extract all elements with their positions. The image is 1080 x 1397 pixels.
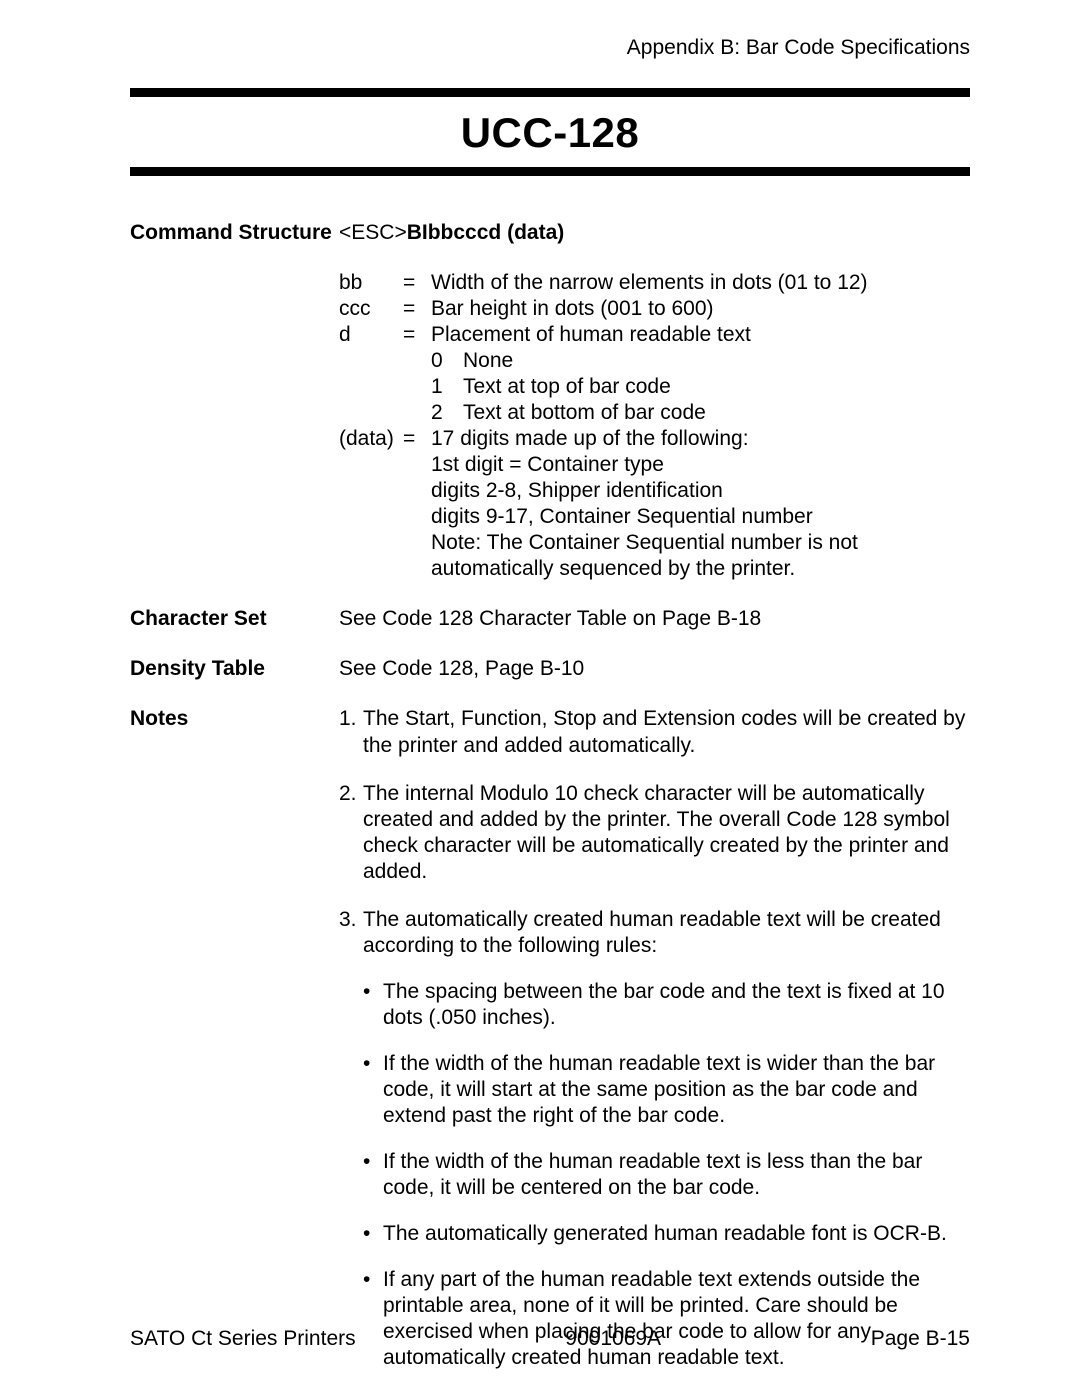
note-3-text: The automatically created human readable… [363,907,970,959]
bullet-5: • If any part of the human readable text… [339,1267,970,1371]
bullet-dot-icon: • [363,1267,383,1371]
footer-right: Page B-15 [871,1327,970,1351]
data-line-1: 1st digit = Container type [431,452,970,478]
footer: SATO Ct Series Printers 9001069A Page B-… [130,1327,970,1351]
note-3-num: 3. [339,907,363,959]
footer-left: SATO Ct Series Printers [130,1327,356,1351]
data-line-3: digits 9-17, Container Sequential number [431,504,970,530]
row-command-structure: Command Structure <ESC>BIbbcccd (data) b… [130,220,970,582]
opt-0-num: 0 [431,348,459,374]
note-1-num: 1. [339,706,363,758]
note-1: 1. The Start, Function, Stop and Extensi… [339,706,970,758]
bullet-3: • If the width of the human readable tex… [339,1149,970,1201]
label-density-table: Density Table [130,656,339,682]
opt-1-text: Text at top of bar code [463,374,970,400]
param-ccc-eq: = [403,296,427,322]
param-d-eq: = [403,322,427,348]
param-bb-desc: Width of the narrow elements in dots (01… [431,270,970,296]
note-2-num: 2. [339,781,363,885]
bullet-1-text: The spacing between the bar code and the… [383,979,970,1031]
bullet-4-text: The automatically generated human readab… [383,1221,970,1247]
bullet-5-text: If any part of the human readable text e… [383,1267,970,1371]
bullet-dot-icon: • [363,1051,383,1129]
notes-list: 1. The Start, Function, Stop and Extensi… [339,706,970,1371]
footer-center: 9001069A [565,1327,661,1351]
param-ccc-key: ccc [339,296,399,322]
param-data-key: (data) [339,426,399,452]
bullet-dot-icon: • [363,1221,383,1247]
param-bb-eq: = [403,270,427,296]
row-notes: Notes 1. The Start, Function, Stop and E… [130,706,970,1371]
bullet-dot-icon: • [363,979,383,1031]
document-page: Appendix B: Bar Code Specifications UCC-… [0,0,1080,1397]
note-2-text: The internal Modulo 10 check character w… [363,781,970,885]
bullet-3-text: If the width of the human readable text … [383,1149,970,1201]
label-notes: Notes [130,706,339,732]
opt-2-text: Text at bottom of bar code [463,400,970,426]
param-grid: bb = Width of the narrow elements in dot… [339,270,970,582]
value-notes: 1. The Start, Function, Stop and Extensi… [339,706,970,1371]
value-character-set: See Code 128 Character Table on Page B-1… [339,606,970,632]
row-density-table: Density Table See Code 128, Page B-10 [130,656,970,682]
data-line-4: Note: The Container Sequential number is… [431,530,970,582]
bullet-2-text: If the width of the human readable text … [383,1051,970,1129]
page-title: UCC-128 [130,109,970,157]
opt-0-text: None [463,348,970,374]
bullet-2: • If the width of the human readable tex… [339,1051,970,1129]
row-character-set: Character Set See Code 128 Character Tab… [130,606,970,632]
note-1-text: The Start, Function, Stop and Extension … [363,706,970,758]
value-command-structure: <ESC>BIbbcccd (data) bb = Width of the n… [339,220,970,582]
esc-bold: BIbbcccd (data) [407,221,565,244]
param-data-eq: = [403,426,427,452]
note-2: 2. The internal Modulo 10 check characte… [339,781,970,885]
label-character-set: Character Set [130,606,339,632]
note-3: 3. The automatically created human reada… [339,907,970,959]
value-density-table: See Code 128, Page B-10 [339,656,970,682]
bullet-dot-icon: • [363,1149,383,1201]
bullet-1: • The spacing between the bar code and t… [339,979,970,1031]
param-d-key: d [339,322,399,348]
bullet-list: • The spacing between the bar code and t… [339,979,970,1371]
opt-2-num: 2 [431,400,459,426]
param-data-desc: 17 digits made up of the following: [431,426,970,452]
param-bb-key: bb [339,270,399,296]
param-ccc-desc: Bar height in dots (001 to 600) [431,296,970,322]
param-d-options: 0 None 1 Text at top of bar code 2 Text … [431,348,970,426]
data-line-2: digits 2-8, Shipper identification [431,478,970,504]
esc-prefix: <ESC> [339,221,407,244]
command-syntax: <ESC>BIbbcccd (data) [339,220,970,246]
bullet-4: • The automatically generated human read… [339,1221,970,1247]
header-appendix: Appendix B: Bar Code Specifications [130,36,970,60]
param-d-desc: Placement of human readable text [431,322,970,348]
content: Command Structure <ESC>BIbbcccd (data) b… [130,220,970,1371]
title-block: UCC-128 [130,88,970,176]
opt-1-num: 1 [431,374,459,400]
label-command-structure: Command Structure [130,220,339,246]
